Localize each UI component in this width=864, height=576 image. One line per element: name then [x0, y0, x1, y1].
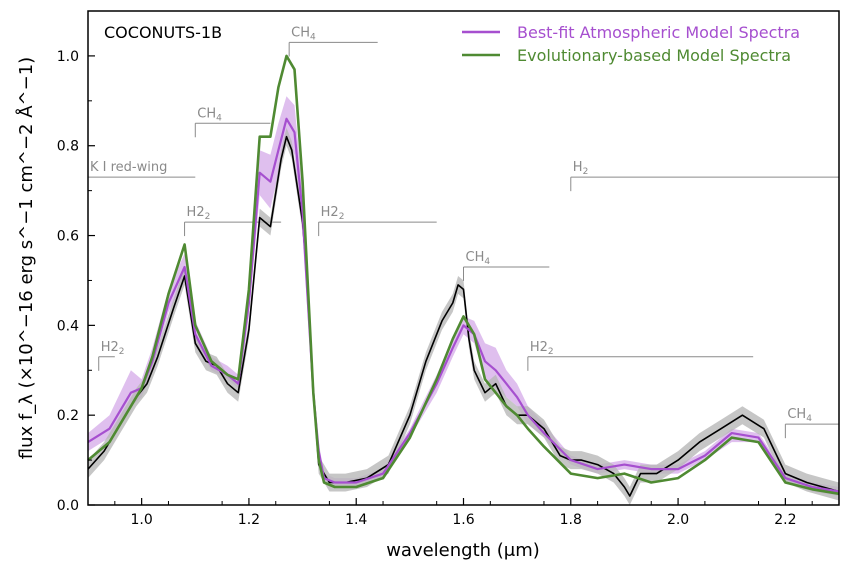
atmospheric-model-line: [87, 117, 840, 493]
feature-label: CH4: [466, 250, 491, 267]
feature-label: CH4: [291, 25, 316, 42]
y-tick-label: 0.6: [57, 229, 79, 245]
feature-label-subscript: 4: [484, 257, 490, 267]
feature-label-subscript: 4: [310, 32, 316, 42]
y-axis-title: flux f_λ (×10^−16 erg s^−1 cm^−2 Å^−1): [15, 57, 37, 459]
feature-label: H2: [573, 160, 589, 177]
x-tick-label: 1.0: [131, 512, 153, 528]
feature-label: H22: [321, 205, 345, 222]
feature-label-subscript: 4: [216, 113, 222, 123]
legend: Best-fit Atmospheric Model Spectra Evolu…: [462, 23, 800, 65]
x-axis-title: wavelength (μm): [386, 540, 540, 561]
feature-label: H22: [101, 340, 125, 357]
feature-label-base: CH: [291, 25, 310, 40]
x-tick-label: 1.6: [452, 512, 474, 528]
feature-label: H22: [187, 205, 211, 222]
axis-ticks: 1.0 1.2 1.4 1.6 1.8 2.0 2.2 0.0 0.2 0.4 0.6 0.8 1.0: [57, 10, 813, 528]
y-tick-label: 0.8: [57, 139, 79, 155]
feature-label-base: CH: [197, 106, 216, 121]
x-tick-label: 1.4: [345, 512, 367, 528]
spectra-lines: [87, 54, 840, 506]
feature-label-base: CH: [787, 407, 806, 422]
legend-label-evolutionary: Evolutionary-based Model Spectra: [517, 46, 791, 65]
legend-label-atmospheric: Best-fit Atmospheric Model Spectra: [517, 23, 800, 42]
feature-label-base: H2: [530, 340, 548, 355]
x-tick-label: 2.2: [774, 512, 796, 528]
y-tick-label: 1.0: [57, 49, 79, 65]
x-tick-label: 1.8: [560, 512, 582, 528]
feature-label-subscript: 4: [806, 414, 812, 424]
feature-label-subscript: 2: [583, 167, 589, 177]
x-tick-label: 2.0: [667, 512, 689, 528]
y-tick-label: 0.4: [57, 318, 79, 334]
object-label: COCONUTS-1B: [104, 23, 222, 42]
feature-label: CH4: [787, 407, 812, 424]
x-tick-label: 1.2: [238, 512, 260, 528]
feature-label-subscript: 2: [205, 212, 211, 222]
feature-label-base: H2: [101, 340, 119, 355]
feature-label: CH4: [197, 106, 222, 123]
feature-label-base: H2: [187, 205, 205, 220]
feature-label-base: H: [573, 160, 583, 175]
feature-label-base: CH: [466, 250, 485, 265]
feature-label-subscript: 2: [119, 347, 125, 357]
feature-label-subscript: 2: [339, 212, 345, 222]
feature-label: H22: [530, 340, 554, 357]
feature-label-subscript: 2: [548, 347, 554, 357]
evolutionary-model-line: [87, 54, 840, 496]
y-tick-label: 0.0: [57, 498, 79, 514]
feature-label-base: H2: [321, 205, 339, 220]
y-tick-label: 0.2: [57, 408, 79, 424]
feature-label: K I red-wing: [90, 160, 167, 175]
